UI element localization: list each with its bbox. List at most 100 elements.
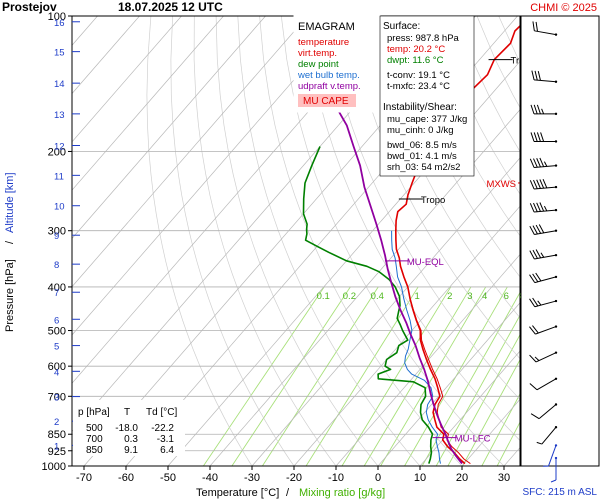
wind-barb-flag — [533, 104, 538, 115]
wind-barb-panel — [520, 15, 600, 483]
wind-barb-flag — [535, 272, 542, 282]
series-dew-point — [302, 146, 434, 464]
wind-barb-staff — [538, 404, 557, 420]
mu-cape-value: mu_cape: 377 J/kg — [387, 114, 467, 125]
wind-barb-staff — [534, 79, 557, 83]
temperature-tick-label: -40 — [202, 472, 218, 484]
wind-barb-flag — [532, 249, 538, 259]
level-label-mu-eql: MU-EQL — [407, 257, 444, 268]
isotherm-line — [335, 253, 520, 466]
wind-barb-flag — [529, 326, 536, 335]
mu-cape-badge — [298, 94, 356, 107]
wind-barb-half-flag — [537, 300, 542, 306]
altitude-tick-label: 10 — [54, 202, 65, 213]
wind-barb-dot — [554, 426, 558, 429]
wind-barb-flag — [536, 132, 541, 142]
wind-barb-flag — [532, 297, 539, 307]
table-row-500-t: -18.0 — [115, 423, 138, 434]
table-row-500-td: -22.2 — [151, 423, 174, 434]
wind-barb-dot — [554, 456, 558, 460]
altitude-tick-label: 16 — [54, 18, 65, 29]
mixing-ratio-tick-label: 0.1 — [317, 291, 330, 302]
wind-barb-flag — [532, 325, 539, 334]
mixing-ratio-line — [341, 286, 452, 466]
isotherm-line — [72, 16, 350, 336]
surface-heading: Surface: — [383, 21, 420, 32]
table-row-850-p: 850 — [86, 445, 103, 456]
temperature-tick-label: -70 — [76, 472, 92, 484]
mixing-ratio-line — [481, 393, 520, 466]
bwd06-value: bwd_06: 8.5 m/s — [387, 140, 457, 151]
wind-barb-flag — [534, 70, 538, 81]
wind-barb-half-flag — [541, 108, 545, 115]
surface-press: press: 987.8 hPa — [387, 33, 460, 44]
wind-barb-half-flag — [543, 161, 548, 167]
wind-barb-flag — [531, 70, 535, 80]
wind-barb-flag — [537, 71, 541, 81]
wind-barb-dot — [554, 80, 558, 83]
table-row-500-p: 500 — [86, 423, 103, 434]
wind-barb-staff — [541, 426, 557, 445]
wind-barb-dot — [554, 208, 558, 212]
temperature-axis: -70 -60 -50 -40 -30 -20 -10 0 10 20 30 — [76, 466, 510, 484]
isotherm-line — [209, 109, 520, 466]
level-table: p [hPa] T Td [°C] 500 -18.0 -22.2 700 0.… — [73, 400, 185, 456]
wind-barb-staff — [548, 445, 557, 467]
altitude-tick-label: 6 — [54, 315, 59, 326]
credit-label: CHMI © 2025 — [530, 2, 597, 14]
wind-barb-staff — [536, 378, 557, 391]
wind-barb-flag — [529, 298, 536, 308]
y-axis-secondary-label: Altitude [km] — [4, 172, 16, 233]
mixing-ratio-tick-label: 3 — [467, 291, 472, 302]
table-row-850-t: 9.1 — [124, 445, 138, 456]
altitude-tick-label: 2 — [54, 417, 59, 428]
isotherm-line — [293, 205, 520, 466]
y-axis-label: Pressure [hPa] — [4, 259, 16, 332]
wind-barb-dot — [554, 229, 558, 232]
dry-adiabat-line — [324, 16, 520, 401]
x-axis-label: Temperature [°C] — [196, 487, 279, 499]
wind-barb-half-flag — [543, 205, 548, 212]
pressure-tick-label: 300 — [48, 226, 66, 238]
legend-item-temperature: temperature — [298, 37, 349, 48]
wind-barb-half-flag — [534, 356, 540, 361]
pressure-tick-label: 400 — [48, 282, 66, 294]
wind-barb-flag — [532, 225, 538, 235]
dry-adiabat-line — [389, 16, 520, 278]
wind-barb-dot — [554, 325, 558, 328]
x-axis-secondary-label: Mixing ratio [g/kg] — [299, 487, 385, 499]
wind-barb-flag — [536, 202, 541, 212]
isotherm-line — [72, 16, 182, 143]
wind-barb-flag — [539, 179, 545, 189]
isotherm-line — [72, 16, 140, 95]
level-label-mxws: MXWS — [486, 179, 516, 190]
y-axis-separator: / — [4, 240, 16, 244]
wind-barb-staff — [534, 30, 557, 36]
bwd01-value: bwd_01: 4.1 m/s — [387, 151, 457, 162]
wind-barb-dot — [554, 444, 558, 447]
x-axis-separator: / — [286, 487, 290, 499]
series-wet-bulb-temp- — [391, 230, 441, 464]
wind-barb-dot — [554, 33, 558, 36]
wind-barb-flag — [530, 132, 535, 142]
mixing-ratio-tick-label: 0.2 — [343, 291, 356, 302]
dry-adiabat-line — [367, 16, 520, 319]
mixing-ratio-tick-label: 6 — [504, 291, 509, 302]
legend-item-updraft: udpraft v.temp. — [298, 81, 361, 92]
figure-header: Prostejov 18.07.2025 12 UTC CHMI © 2025 — [2, 0, 597, 14]
altitude-tick-label: 9 — [54, 231, 59, 242]
wind-barb-flag — [539, 202, 545, 212]
wind-barb-staff — [534, 276, 557, 284]
wind-barb-flag — [535, 249, 542, 259]
wind-barb-flag — [535, 21, 538, 32]
altitude-tick-label: 8 — [54, 260, 59, 271]
altitude-tick-label: 14 — [54, 79, 65, 90]
wind-barb-staff — [534, 186, 557, 190]
datetime-label: 18.07.2025 12 UTC — [118, 0, 223, 14]
wind-barb-flag — [530, 104, 535, 115]
wind-barb-flag — [530, 413, 540, 420]
axis-titles: Temperature [°C] / Mixing ratio [g/kg] P… — [4, 172, 385, 499]
wind-barb-dot — [554, 112, 558, 116]
